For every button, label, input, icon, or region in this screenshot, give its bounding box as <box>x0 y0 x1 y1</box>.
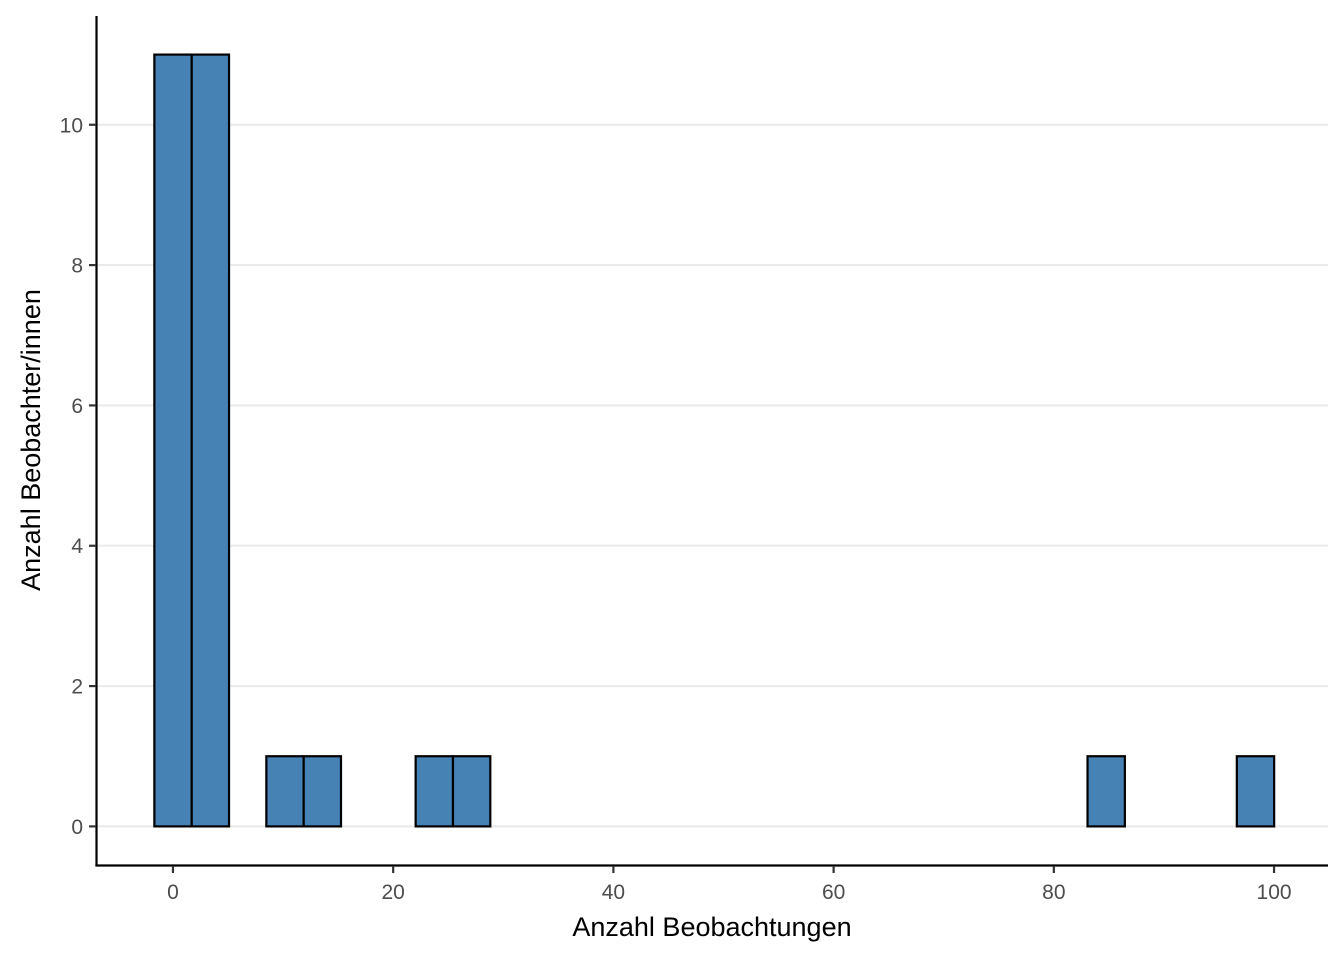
histogram-bar <box>302 755 343 828</box>
histogram-bar <box>190 53 231 828</box>
y-axis-title: Anzahl Beobachter/innen <box>16 289 46 591</box>
y-tick-label: 4 <box>71 535 83 558</box>
axes <box>95 16 1328 867</box>
y-tick-label: 10 <box>60 114 83 137</box>
y-tick-label: 6 <box>71 395 83 418</box>
y-tick-label: 2 <box>71 676 83 699</box>
grid-lines <box>97 123 1328 828</box>
y-tick-label: 8 <box>71 255 83 278</box>
x-tick-label: 100 <box>1257 881 1292 904</box>
histogram-bar <box>153 53 193 828</box>
histogram-bar <box>1086 755 1126 828</box>
histogram-bar <box>451 755 492 828</box>
histogram-bar <box>265 755 305 828</box>
y-ticks: 0 2 4 6 8 10 <box>60 114 96 839</box>
x-ticks: 0 20 40 60 80 100 <box>167 866 1292 904</box>
x-tick-label: 40 <box>602 881 625 904</box>
x-axis-title: Anzahl Beobachtungen <box>572 912 851 942</box>
x-tick-label: 20 <box>382 881 405 904</box>
x-tick-label: 60 <box>822 881 845 904</box>
x-tick-label: 0 <box>167 881 179 904</box>
x-tick-label: 80 <box>1042 881 1065 904</box>
bars <box>153 53 1276 828</box>
y-tick-label: 0 <box>71 816 83 839</box>
histogram-bar <box>414 755 455 828</box>
histogram-bar <box>1235 755 1276 828</box>
